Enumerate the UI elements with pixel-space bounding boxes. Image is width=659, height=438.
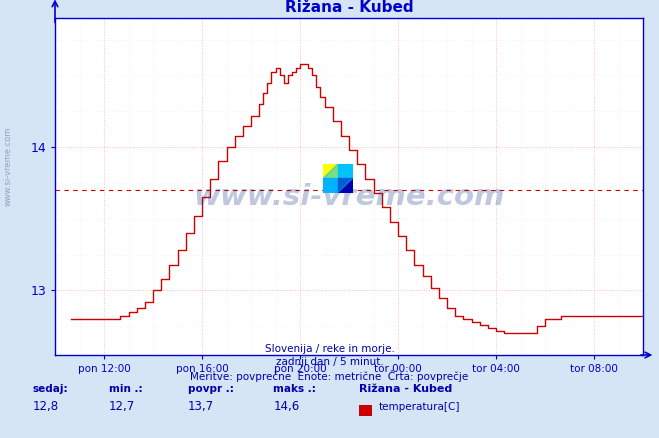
Text: www.si-vreme.com: www.si-vreme.com [193, 183, 505, 211]
Text: 12,8: 12,8 [33, 399, 59, 413]
Text: 13,7: 13,7 [188, 399, 214, 413]
Text: zadnji dan / 5 minut.: zadnji dan / 5 minut. [275, 357, 384, 367]
Text: temperatura[C]: temperatura[C] [379, 402, 461, 412]
Text: www.si-vreme.com: www.si-vreme.com [3, 127, 13, 206]
Polygon shape [323, 164, 353, 193]
Bar [323, 179, 337, 193]
Text: povpr .:: povpr .: [188, 384, 234, 394]
Bar [337, 164, 353, 179]
Text: 14,6: 14,6 [273, 399, 300, 413]
Text: Slovenija / reke in morje.: Slovenija / reke in morje. [264, 344, 395, 354]
Text: Rižana - Kubed: Rižana - Kubed [359, 384, 453, 394]
Text: Meritve: povprečne  Enote: metrične  Črta: povprečje: Meritve: povprečne Enote: metrične Črta:… [190, 370, 469, 382]
Text: 12,7: 12,7 [109, 399, 135, 413]
Text: maks .:: maks .: [273, 384, 316, 394]
Text: min .:: min .: [109, 384, 142, 394]
Text: sedaj:: sedaj: [33, 384, 69, 394]
Bar [337, 179, 353, 193]
Title: Rižana - Kubed: Rižana - Kubed [285, 0, 413, 15]
Bar [323, 164, 337, 179]
